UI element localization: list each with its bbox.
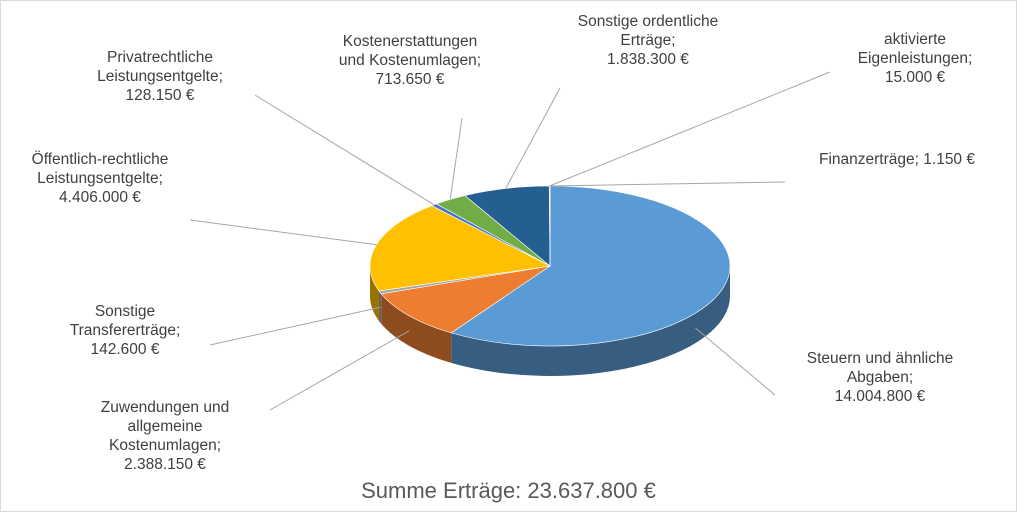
value-label: 1.150 € — [923, 151, 975, 168]
slice — [369, 205, 551, 292]
data-label: Steuern und ähnliche Abgaben; 14.004.800 … — [800, 349, 960, 406]
value-label: 14.004.800 € — [834, 388, 926, 405]
data-label: Zuwendungen und allgemeine Kostenumlagen… — [70, 398, 260, 474]
leader-line — [189, 219, 377, 246]
category-label: Öffentlich-rechtliche Leistungsentgelte; — [31, 151, 169, 187]
category-label: Privatrechtliche Leistungsentgelte; — [97, 49, 223, 85]
category-label: aktivierte Eigenleistungen; — [857, 31, 973, 67]
slice-side — [451, 266, 730, 376]
slice-side — [370, 266, 379, 321]
category-label: Kostenerstattungen und Kostenumlagen; — [338, 33, 482, 69]
data-label: Sonstige ordentliche Erträge; 1.838.300 € — [575, 12, 721, 69]
value-label: 1.838.300 € — [607, 51, 689, 68]
value-label: 142.600 € — [90, 341, 160, 358]
slice-side — [378, 290, 382, 324]
data-label: Finanzerträge; 1.150 € — [777, 150, 1017, 169]
leader-line — [254, 94, 435, 206]
slice-side — [381, 293, 452, 363]
leader-line — [269, 330, 410, 411]
slice — [450, 185, 731, 347]
chart-title: Summe Erträge: 23.637.800 € — [361, 478, 656, 503]
value-label: 128.150 € — [125, 87, 195, 104]
category-label: Steuern und ähnliche Abgaben; — [806, 350, 954, 386]
category-label: Sonstige ordentliche Erträge; — [577, 13, 719, 49]
category-label: Zuwendungen und allgemeine Kostenumlagen… — [100, 399, 230, 454]
leader-line — [695, 327, 776, 396]
leader-line — [549, 71, 831, 187]
value-label: 713.650 € — [375, 71, 445, 88]
value-label: 15.000 € — [884, 69, 946, 86]
data-label: Öffentlich-rechtliche Leistungsentgelte;… — [25, 150, 175, 207]
data-label: Privatrechtliche Leistungsentgelte; 128.1… — [60, 48, 260, 105]
value-label: 2.388.150 € — [124, 456, 206, 473]
data-label: aktivierte Eigenleistungen; 15.000 € — [840, 30, 990, 87]
value-label: 4.406.000 € — [59, 189, 141, 206]
leader-line — [209, 306, 381, 346]
category-label: Finanzerträge; — [819, 151, 919, 168]
slice — [380, 265, 551, 334]
leader-line — [449, 117, 463, 200]
data-label: Kostenerstattungen und Kostenumlagen; 713… — [333, 32, 488, 89]
category-label: Sonstige Transfererträge; — [69, 303, 181, 339]
leader-line — [549, 181, 786, 187]
data-label: Sonstige Transfererträge; 142.600 € — [45, 302, 205, 359]
leader-line — [505, 87, 561, 189]
